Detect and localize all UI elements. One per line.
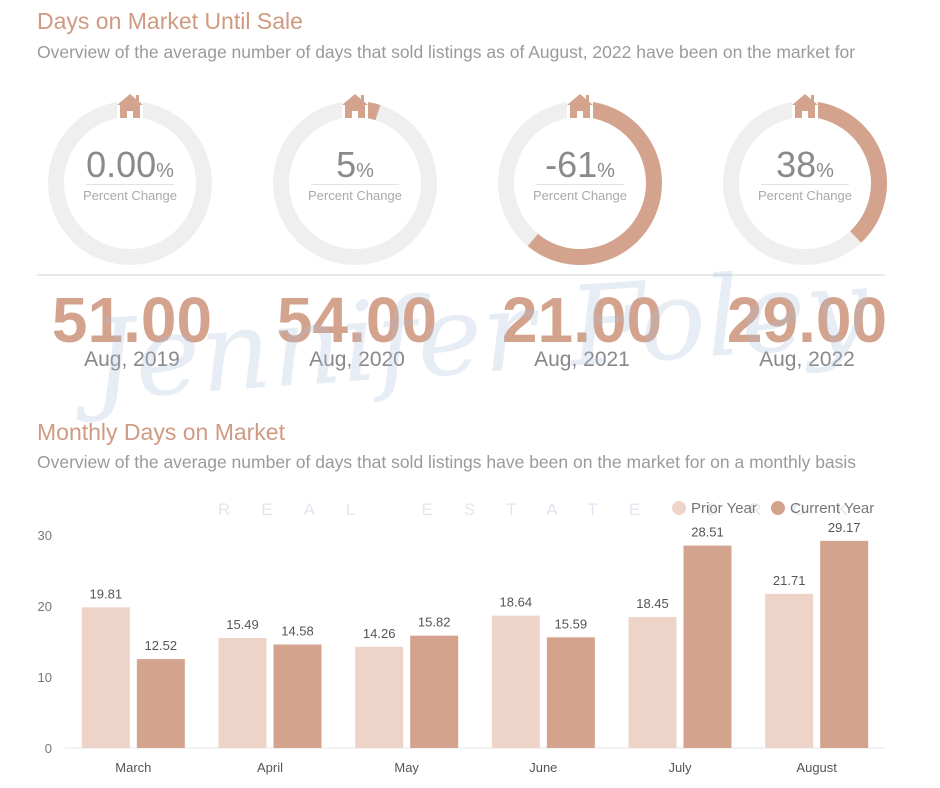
bar-prior-march xyxy=(81,607,130,748)
gauge-percent: 0.00% xyxy=(86,144,174,185)
bar-data-label: 18.45 xyxy=(636,596,669,611)
x-tick-label: June xyxy=(529,760,557,775)
bar-data-label: 15.59 xyxy=(555,616,588,631)
y-tick-label: 20 xyxy=(38,599,52,614)
x-tick-label: April xyxy=(257,760,283,775)
house-icon xyxy=(567,92,593,122)
gauge-divider xyxy=(86,184,174,185)
chart-legend: Prior Year Current Year xyxy=(672,500,884,517)
stat-block-2019: 51.00 Aug, 2019 xyxy=(32,284,232,372)
stat-block-2021: 21.00 Aug, 2021 xyxy=(482,284,682,372)
percent-symbol: % xyxy=(816,160,834,182)
bar-data-label: 15.49 xyxy=(226,617,259,632)
stat-period: Aug, 2020 xyxy=(309,348,405,371)
gauge-fill-arc xyxy=(804,101,887,243)
stat-block-2020: 54.00 Aug, 2020 xyxy=(257,284,457,372)
bar-data-label: 12.52 xyxy=(145,638,178,653)
bar-data-label: 14.26 xyxy=(363,626,396,641)
monthly-title: Monthly Days on Market xyxy=(37,419,285,445)
gauge-percent: -61% xyxy=(545,144,615,185)
bar-data-label: 29.17 xyxy=(828,520,861,535)
gauge-divider xyxy=(761,184,849,185)
stat-period: Aug, 2019 xyxy=(84,348,180,371)
legend-item-current: Current Year xyxy=(771,500,874,517)
gauge-label: Percent Change xyxy=(83,188,177,203)
percent-symbol: % xyxy=(356,160,374,182)
monthly-bar-chart: 0 10 20 30 19.81 12.52 March 15.49 14.58 April 14.… xyxy=(38,520,885,775)
bar-prior-june xyxy=(491,615,540,748)
bar-data-label: 28.51 xyxy=(691,525,724,540)
page-subtitle: Overview of the average number of days t… xyxy=(37,42,856,62)
bar-current-march xyxy=(136,659,185,748)
percent-symbol: % xyxy=(597,160,615,182)
legend-item-prior: Prior Year xyxy=(672,500,757,517)
stat-period: Aug, 2022 xyxy=(759,348,855,371)
x-tick-label: July xyxy=(668,760,692,775)
stat-block-2022: 29.00 Aug, 2022 xyxy=(707,284,907,372)
bar-prior-july xyxy=(628,617,677,748)
stat-value: 29.00 xyxy=(726,284,888,356)
gauge-card-4: 38% Percent Change xyxy=(719,88,891,266)
stat-value: 54.00 xyxy=(276,284,438,356)
bar-data-label: 19.81 xyxy=(90,586,123,601)
gauge-ring xyxy=(723,92,887,265)
stat-period: Aug, 2021 xyxy=(534,348,630,371)
legend-label: Prior Year xyxy=(691,500,757,517)
bar-data-label: 18.64 xyxy=(500,595,533,610)
bar-current-august xyxy=(820,540,869,748)
percent-symbol: % xyxy=(156,160,174,182)
gauge-card-3: -61% Percent Change xyxy=(494,88,666,266)
section-divider xyxy=(37,274,885,276)
bar-current-june xyxy=(546,637,595,748)
bar-data-label: 15.82 xyxy=(418,615,451,630)
y-tick-label: 0 xyxy=(45,741,52,756)
legend-swatch-prior xyxy=(672,501,686,515)
gauge-label: Percent Change xyxy=(533,188,627,203)
gauge-card-1: 0.00% Percent Change xyxy=(44,88,216,266)
gauge-card-2: 5% Percent Change xyxy=(269,88,441,266)
x-tick-label: August xyxy=(796,760,837,775)
gauge-label: Percent Change xyxy=(758,188,852,203)
house-icon xyxy=(342,92,368,122)
gauge-ring xyxy=(273,92,437,265)
gauge-percent: 5% xyxy=(336,144,374,185)
gauge-divider xyxy=(311,184,399,185)
bar-prior-may xyxy=(355,646,404,748)
bar-current-may xyxy=(410,635,459,748)
x-tick-label: May xyxy=(394,760,419,775)
monthly-subtitle: Overview of the average number of days t… xyxy=(37,452,857,472)
bar-prior-august xyxy=(765,593,814,748)
y-tick-label: 30 xyxy=(38,528,52,543)
gauge-ring xyxy=(498,92,662,265)
x-tick-label: March xyxy=(115,760,151,775)
gauge-fill-arc xyxy=(527,101,662,265)
legend-label: Current Year xyxy=(790,500,875,517)
gauge-label: Percent Change xyxy=(308,188,402,203)
house-icon xyxy=(117,92,143,122)
watermark-script: Jennifer Foley xyxy=(86,243,872,425)
y-tick-label: 10 xyxy=(38,670,52,685)
bar-current-april xyxy=(273,644,322,748)
gauge-ring xyxy=(48,92,212,265)
stat-value: 21.00 xyxy=(501,284,663,356)
stat-value: 51.00 xyxy=(51,284,213,356)
bar-current-july xyxy=(683,545,732,748)
legend-swatch-current xyxy=(771,501,786,515)
gauge-divider xyxy=(536,184,624,185)
gauge-percent: 38% xyxy=(776,144,834,185)
house-icon xyxy=(792,92,818,122)
page-title: Days on Market Until Sale xyxy=(37,8,303,34)
bar-prior-april xyxy=(218,638,267,748)
bar-data-label: 14.58 xyxy=(281,623,314,638)
watermark-subtext: REAL ESTATE BROK xyxy=(218,500,880,519)
bar-data-label: 21.71 xyxy=(773,573,806,588)
